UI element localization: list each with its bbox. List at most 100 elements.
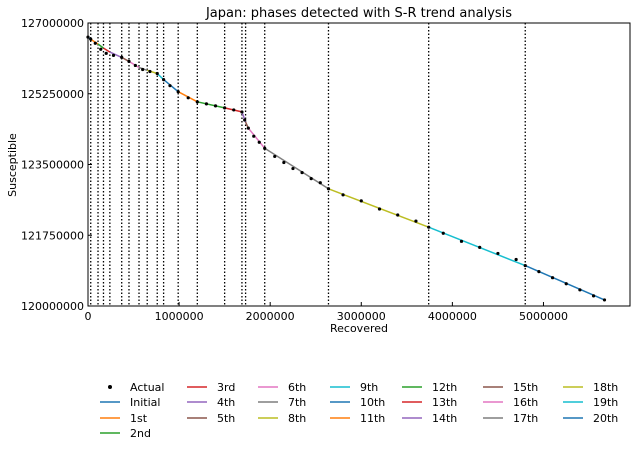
legend-label: 16th (513, 396, 538, 409)
legend-label: 8th (288, 412, 306, 425)
x-tick-label: 3000000 (337, 310, 386, 323)
y-axis-label: Susceptible (6, 133, 19, 197)
actual-point (243, 118, 247, 122)
x-axis-label: Recovered (330, 322, 388, 335)
actual-point (99, 47, 103, 51)
actual-point (550, 276, 555, 280)
actual-point (291, 166, 295, 171)
actual-point (578, 288, 582, 292)
legend-label: 19th (593, 396, 618, 409)
actual-point (591, 294, 596, 298)
y-tick-label: 125250000 (21, 88, 84, 101)
actual-point (427, 225, 431, 229)
series-line (197, 101, 225, 109)
actual-point (195, 100, 199, 104)
x-tick-label: 4000000 (428, 310, 477, 323)
actual-point (602, 298, 607, 302)
series-line (109, 51, 123, 59)
actual-point (168, 84, 172, 88)
actual-point (186, 96, 190, 100)
actual-point (104, 51, 108, 55)
legend-label: Initial (130, 396, 160, 409)
y-tick-label: 127000000 (21, 17, 84, 30)
y-tick-label: 120000000 (21, 300, 84, 313)
actual-point (326, 187, 331, 191)
legend-label: 20th (593, 412, 618, 425)
actual-point (263, 146, 267, 150)
x-tick-label: 2000000 (246, 310, 295, 323)
actual-point (459, 239, 464, 243)
legend-label: Actual (130, 381, 164, 394)
legend-label: 1st (130, 412, 148, 425)
series-line (247, 127, 266, 149)
actual-point (252, 134, 256, 138)
actual-point (377, 207, 382, 211)
actual-point (93, 41, 97, 45)
actual-point (341, 193, 345, 197)
actual-point (564, 282, 568, 286)
legend: Actual Initial 1st 2nd 3rd 4th 5th 6th 7th 8th 9th… (100, 381, 618, 440)
legend-label: 13th (432, 396, 457, 409)
actual-point (537, 270, 541, 274)
legend-label: 15th (513, 381, 538, 394)
x-tick-label: 1000000 (155, 310, 204, 323)
actual-point (523, 263, 527, 268)
actual-point (300, 170, 304, 175)
legend-label: 10th (360, 396, 385, 409)
legend-label: 6th (288, 381, 306, 394)
actual-point (204, 102, 209, 106)
actual-point (240, 110, 244, 114)
actual-point (257, 140, 261, 144)
series-line (97, 43, 104, 49)
actual-point (232, 108, 236, 112)
actual-point (359, 199, 363, 203)
actual-point (120, 55, 124, 59)
actual-point (414, 219, 418, 223)
actual-point (111, 53, 116, 57)
actual-point (148, 69, 152, 74)
actual-point (514, 257, 518, 262)
y-axis-ticks: 120000000 121750000 123500000 125250000 1270… (21, 17, 92, 313)
actual-point (318, 181, 322, 185)
legend-label: 18th (593, 381, 618, 394)
legend-label: 11th (360, 412, 385, 425)
legend-label: 4th (217, 396, 235, 409)
actual-point (133, 63, 137, 68)
legend-label: 2nd (130, 427, 151, 440)
legend-label: 9th (360, 381, 378, 394)
actual-points (86, 35, 607, 302)
actual-point (496, 251, 500, 256)
legend-label: 7th (288, 396, 306, 409)
series-line (103, 47, 111, 53)
actual-point (162, 78, 166, 82)
actual-point (396, 213, 400, 217)
actual-point (141, 67, 145, 72)
actual-point (176, 90, 180, 94)
actual-point (89, 37, 93, 41)
legend-label: 3rd (217, 381, 235, 394)
chart-title: Japan: phases detected with S-R trend an… (205, 6, 512, 21)
legend-label: 17th (513, 412, 538, 425)
x-tick-label: 0 (85, 310, 92, 323)
series-line (128, 60, 140, 69)
actual-point (213, 104, 218, 108)
actual-point (441, 231, 445, 235)
actual-point (155, 71, 159, 76)
actual-point (273, 154, 277, 159)
y-tick-label: 121750000 (21, 229, 84, 242)
legend-label: 14th (432, 412, 457, 425)
y-tick-label: 123500000 (21, 159, 84, 172)
actual-point (309, 177, 313, 181)
actual-point (478, 245, 482, 249)
actual-point (127, 59, 131, 64)
actual-point (246, 126, 250, 130)
x-tick-label: 5000000 (519, 310, 568, 323)
actual-point (282, 160, 286, 165)
legend-marker (108, 385, 112, 389)
phase-boundaries (90, 23, 526, 306)
actual-point (223, 106, 227, 110)
legend-label: 12th (432, 381, 457, 394)
